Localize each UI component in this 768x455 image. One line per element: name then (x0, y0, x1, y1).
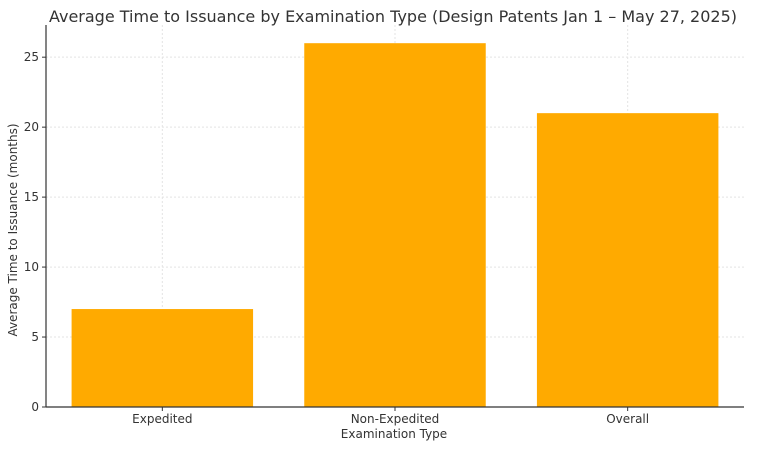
y-tick-label: 10 (24, 260, 39, 274)
x-tick-label: Non-Expedited (351, 412, 440, 426)
x-axis-label: Examination Type (341, 427, 447, 441)
y-tick-label: 20 (24, 120, 39, 134)
x-axis-ticks: Expedited Non-Expedited Overall (132, 407, 649, 426)
bar-non-expedited (304, 43, 486, 407)
x-tick-label: Overall (606, 412, 649, 426)
y-tick-label: 0 (31, 400, 39, 414)
bars (71, 43, 719, 408)
y-tick-label: 25 (24, 50, 39, 64)
y-tick-label: 15 (24, 190, 39, 204)
y-axis-ticks: 0 5 10 15 20 25 (24, 50, 46, 414)
bar-overall (536, 113, 719, 408)
y-axis-label: Average Time to Issuance (months) (6, 123, 20, 336)
bar-expedited (71, 309, 254, 407)
chart-title: Average Time to Issuance by Examination … (49, 7, 737, 26)
y-tick-label: 5 (31, 330, 39, 344)
x-tick-label: Expedited (132, 412, 192, 426)
